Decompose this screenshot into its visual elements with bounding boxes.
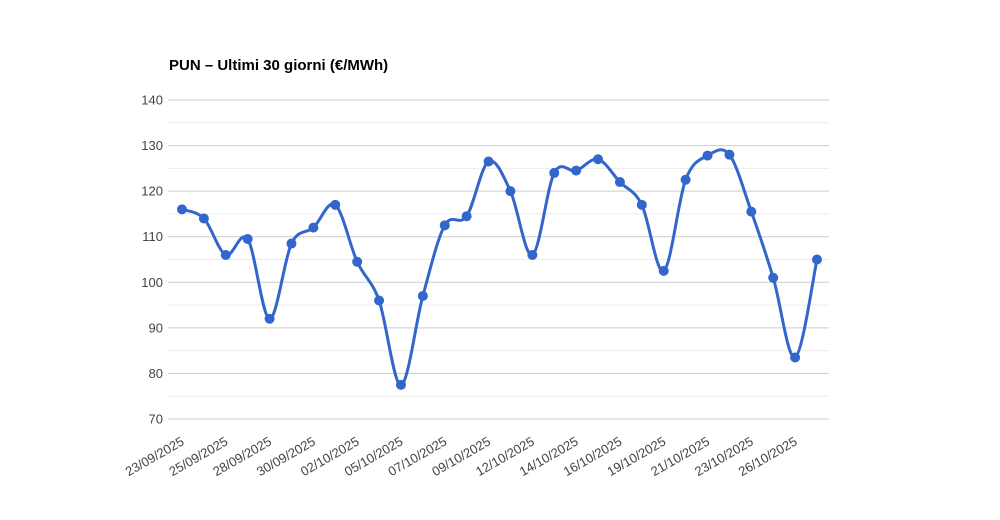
data-point[interactable]: [198, 213, 209, 224]
data-point[interactable]: [417, 290, 428, 301]
y-axis-tick-label: 70: [149, 412, 163, 427]
y-axis-tick-label: 110: [142, 229, 163, 244]
data-point[interactable]: [308, 222, 319, 233]
data-points: [177, 149, 822, 390]
data-point[interactable]: [702, 150, 713, 161]
chart-title: PUN – Ultimi 30 giorni (€/MWh): [169, 57, 389, 74]
data-point[interactable]: [220, 249, 231, 260]
data-point[interactable]: [177, 204, 187, 215]
data-point[interactable]: [614, 177, 625, 188]
data-point[interactable]: [461, 211, 472, 222]
data-point[interactable]: [571, 165, 582, 176]
y-gridlines-minor: [168, 122, 829, 397]
y-axis-tick-label: 100: [141, 275, 163, 290]
data-point[interactable]: [549, 167, 560, 178]
data-point[interactable]: [680, 174, 691, 185]
data-point[interactable]: [439, 220, 450, 231]
data-point[interactable]: [812, 254, 822, 265]
y-gridlines-major: [168, 99, 829, 420]
y-axis-tick-label: 130: [141, 138, 163, 153]
y-axis-tick-label: 80: [149, 366, 163, 381]
data-point[interactable]: [483, 156, 494, 167]
data-point[interactable]: [330, 199, 341, 210]
y-axis-tick-label: 90: [149, 320, 163, 335]
data-point[interactable]: [242, 233, 253, 244]
y-axis-tick-label: 120: [141, 184, 163, 199]
y-axis-labels: 140 130 120 110 100 90 80 70: [141, 93, 163, 427]
data-point[interactable]: [505, 186, 516, 197]
data-point[interactable]: [395, 379, 406, 390]
x-axis-labels: 23/09/202525/09/202528/09/202530/09/2025…: [123, 434, 800, 480]
data-point[interactable]: [593, 154, 604, 165]
data-point[interactable]: [658, 265, 669, 276]
data-point[interactable]: [352, 256, 363, 267]
y-axis-tick-label: 140: [141, 93, 163, 108]
data-point[interactable]: [636, 199, 647, 210]
series-line: [180, 148, 819, 387]
data-point[interactable]: [768, 272, 779, 283]
data-point[interactable]: [746, 206, 757, 217]
data-point[interactable]: [374, 295, 385, 306]
data-point[interactable]: [724, 149, 735, 160]
data-point[interactable]: [527, 249, 538, 260]
data-point[interactable]: [264, 313, 275, 324]
data-point[interactable]: [790, 352, 801, 363]
data-point[interactable]: [286, 238, 297, 249]
